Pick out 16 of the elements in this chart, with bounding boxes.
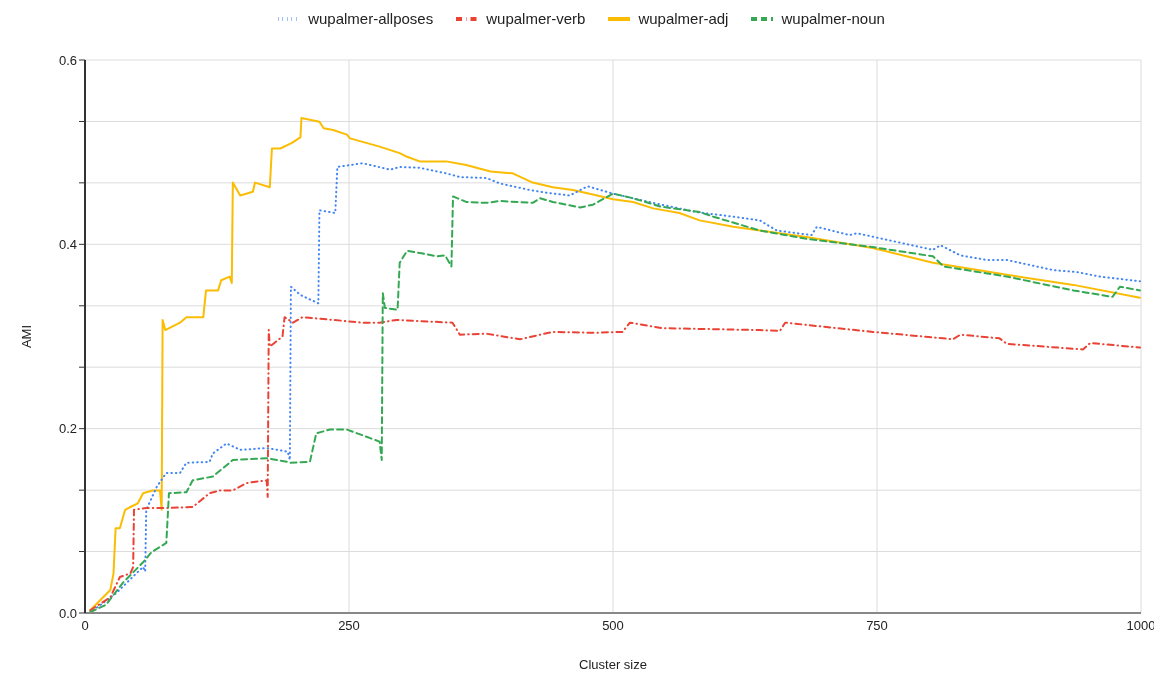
y-tick-label: 0.0: [58, 605, 77, 621]
y-tick-label: 0.2: [58, 421, 77, 437]
line-series: [89, 316, 1141, 612]
x-tick-label: 250: [338, 618, 360, 634]
x-axis-title: Cluster size: [579, 657, 647, 672]
legend-label: wupalmer-allposes: [308, 10, 434, 27]
y-tick-label: 0.4: [58, 236, 77, 252]
x-tick-label: 500: [602, 618, 624, 634]
legend-label: wupalmer-verb: [486, 10, 586, 27]
x-tick-label: 1000: [1126, 618, 1156, 634]
x-tick-label: 750: [866, 618, 888, 634]
x-tick-label: 0: [81, 618, 89, 634]
y-tick-label: 0.6: [58, 52, 77, 68]
legend-label: wupalmer-adj: [638, 10, 729, 27]
y-axis-title: AMI: [18, 324, 34, 349]
legend-label: wupalmer-noun: [781, 10, 885, 27]
